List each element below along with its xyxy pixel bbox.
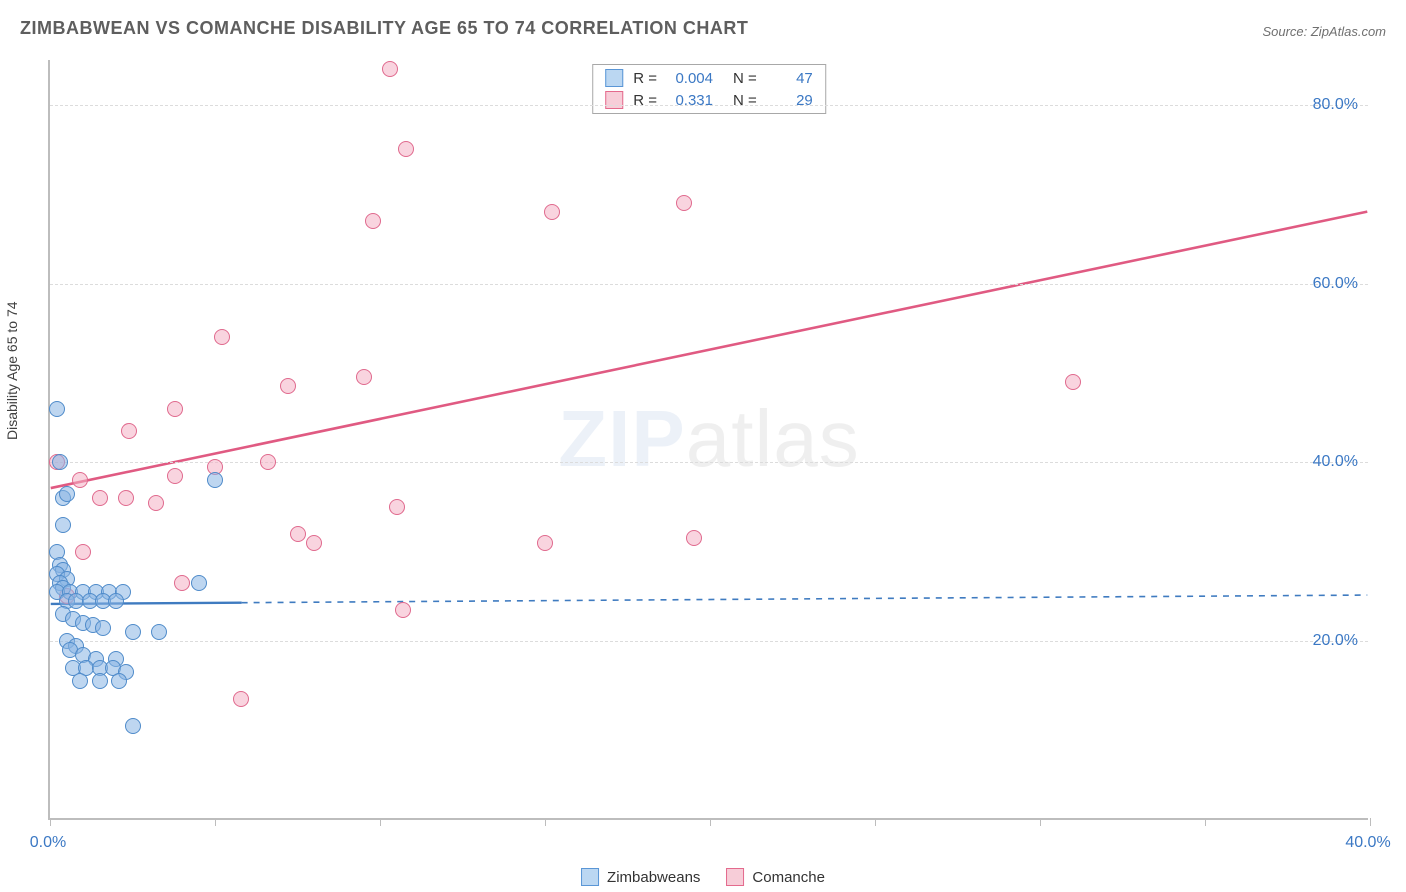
x-tick [380,818,381,826]
scatter-point-comanche [389,499,405,515]
n-value: 29 [767,92,813,109]
y-tick-label: 40.0% [1313,453,1358,471]
y-tick-label: 80.0% [1313,96,1358,114]
scatter-point-comanche [92,490,108,506]
scatter-point-comanche [118,490,134,506]
x-tick [545,818,546,826]
trend-lines [50,60,1368,818]
x-tick [710,818,711,826]
series-legend-item: Comanche [726,868,825,886]
scatter-point-comanche [72,472,88,488]
scatter-point-comanche [167,468,183,484]
source-label: Source: ZipAtlas.com [1262,24,1386,39]
scatter-point-comanche [167,401,183,417]
scatter-point-comanche [233,691,249,707]
stats-legend-row: R = 0.004 N = 47 [593,67,825,89]
scatter-point-comanche [280,378,296,394]
scatter-point-zimbabweans [125,624,141,640]
r-label: R = [633,70,657,87]
scatter-point-zimbabweans [125,718,141,734]
gridline [50,462,1368,463]
scatter-point-comanche [174,575,190,591]
scatter-point-comanche [382,61,398,77]
scatter-point-comanche [214,329,230,345]
trend-line [51,212,1368,488]
scatter-point-comanche [75,544,91,560]
scatter-point-comanche [1065,374,1081,390]
scatter-point-zimbabweans [59,486,75,502]
scatter-point-zimbabweans [55,517,71,533]
scatter-point-zimbabweans [191,575,207,591]
gridline [50,284,1368,285]
plot-area: ZIPatlas R = 0.004 N = 47 R = 0.331 N = … [48,60,1368,820]
series-label: Zimbabweans [607,869,700,886]
scatter-point-comanche [395,602,411,618]
x-tick [1205,818,1206,826]
scatter-point-zimbabweans [108,593,124,609]
scatter-point-zimbabweans [92,673,108,689]
gridline [50,641,1368,642]
stats-legend: R = 0.004 N = 47 R = 0.331 N = 29 [592,64,826,114]
scatter-point-comanche [306,535,322,551]
scatter-point-zimbabweans [72,673,88,689]
scatter-point-zimbabweans [207,472,223,488]
x-tick-label-right: 40.0% [1345,834,1390,852]
x-tick [875,818,876,826]
scatter-point-comanche [676,195,692,211]
n-label: N = [733,70,757,87]
gridline [50,105,1368,106]
scatter-point-zimbabweans [95,620,111,636]
scatter-point-comanche [148,495,164,511]
chart-title: ZIMBABWEAN VS COMANCHE DISABILITY AGE 65… [20,18,748,39]
scatter-point-zimbabweans [111,673,127,689]
x-tick [1040,818,1041,826]
scatter-point-comanche [121,423,137,439]
x-tick [215,818,216,826]
r-value: 0.004 [667,70,713,87]
y-tick-label: 60.0% [1313,275,1358,293]
trend-line [242,595,1368,603]
x-tick [1370,818,1371,826]
scatter-point-comanche [398,141,414,157]
legend-swatch-blue [581,868,599,886]
x-tick-label-left: 0.0% [30,834,66,852]
y-tick-label: 20.0% [1313,632,1358,650]
scatter-point-comanche [544,204,560,220]
scatter-point-zimbabweans [52,454,68,470]
scatter-point-zimbabweans [49,401,65,417]
stats-legend-row: R = 0.331 N = 29 [593,89,825,111]
series-legend: Zimbabweans Comanche [581,868,825,886]
y-axis-label: Disability Age 65 to 74 [4,301,20,440]
legend-swatch-pink [605,91,623,109]
n-value: 47 [767,70,813,87]
r-label: R = [633,92,657,109]
scatter-point-comanche [365,213,381,229]
x-tick [50,818,51,826]
scatter-point-comanche [537,535,553,551]
n-label: N = [733,92,757,109]
r-value: 0.331 [667,92,713,109]
scatter-point-comanche [356,369,372,385]
scatter-point-comanche [260,454,276,470]
scatter-point-zimbabweans [151,624,167,640]
scatter-point-comanche [686,530,702,546]
legend-swatch-blue [605,69,623,87]
series-legend-item: Zimbabweans [581,868,700,886]
series-label: Comanche [752,869,825,886]
legend-swatch-pink [726,868,744,886]
scatter-point-comanche [290,526,306,542]
